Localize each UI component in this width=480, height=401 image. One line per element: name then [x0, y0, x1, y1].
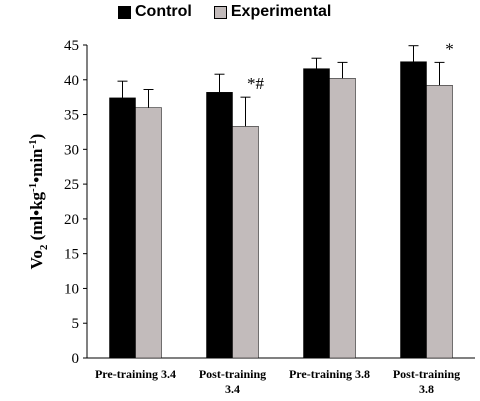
y-axis-title: Vo2 (ml•kg-1•min-1) — [27, 134, 50, 270]
bar-control — [303, 68, 330, 359]
x-tick-label-line: Pre-training 3.8 — [289, 367, 370, 381]
y-tick-label: 20 — [64, 212, 79, 228]
bar-control — [109, 97, 136, 359]
x-tick-label: Pre-training 3.4 — [95, 367, 176, 381]
y-tick-label: 25 — [64, 177, 79, 193]
legend-label-experimental: Experimental — [230, 3, 332, 20]
bar-control — [206, 92, 233, 359]
x-tick-label: Post-training 3.8 — [393, 367, 460, 396]
y-tick-label: 35 — [64, 108, 79, 124]
legend-item-control: Control — [118, 3, 192, 21]
y-axis-title-part: (ml•kg — [27, 191, 46, 244]
x-tick-label-line: 3.8 — [419, 382, 434, 396]
bar-experimental — [232, 126, 259, 359]
bar-control — [400, 61, 427, 359]
y-tick-label: 45 — [64, 38, 79, 54]
y-tick-label: 10 — [64, 281, 79, 297]
y-axis-title-part: ) — [27, 134, 46, 140]
x-tick-label: Post-training 3.4 — [199, 367, 266, 396]
x-tick-label: Pre-training 3.8 — [289, 367, 370, 381]
bar-experimental — [426, 85, 453, 359]
legend-label-control: Control — [135, 3, 192, 20]
y-axis-title-part: -1 — [27, 183, 39, 192]
legend-swatch-experimental — [213, 5, 227, 19]
chart-legend: Control Experimental — [118, 3, 353, 21]
y-tick-label: 5 — [72, 316, 80, 332]
x-tick-label-line: Pre-training 3.4 — [95, 367, 176, 381]
y-tick-label: 0 — [72, 351, 80, 367]
y-axis-title-part: Vo — [27, 250, 46, 269]
significance-marker: *# — [247, 74, 265, 93]
y-axis-title-part: •min — [27, 148, 46, 183]
x-tick-label-line: Post-training — [393, 367, 460, 381]
y-tick-label: 15 — [64, 247, 79, 263]
x-tick-label-line: Post-training — [199, 367, 266, 381]
legend-item-experimental: Experimental — [213, 3, 332, 21]
bar-experimental — [329, 78, 356, 359]
bar-experimental — [135, 107, 162, 359]
legend-swatch-control — [118, 5, 131, 19]
x-tick-label-line: 3.4 — [225, 382, 240, 396]
y-axis-title-part: 2 — [38, 244, 50, 250]
y-tick-label: 40 — [64, 73, 79, 89]
y-tick-label: 30 — [64, 142, 79, 158]
y-axis-title-part: -1 — [27, 139, 39, 148]
significance-marker: * — [445, 39, 454, 58]
